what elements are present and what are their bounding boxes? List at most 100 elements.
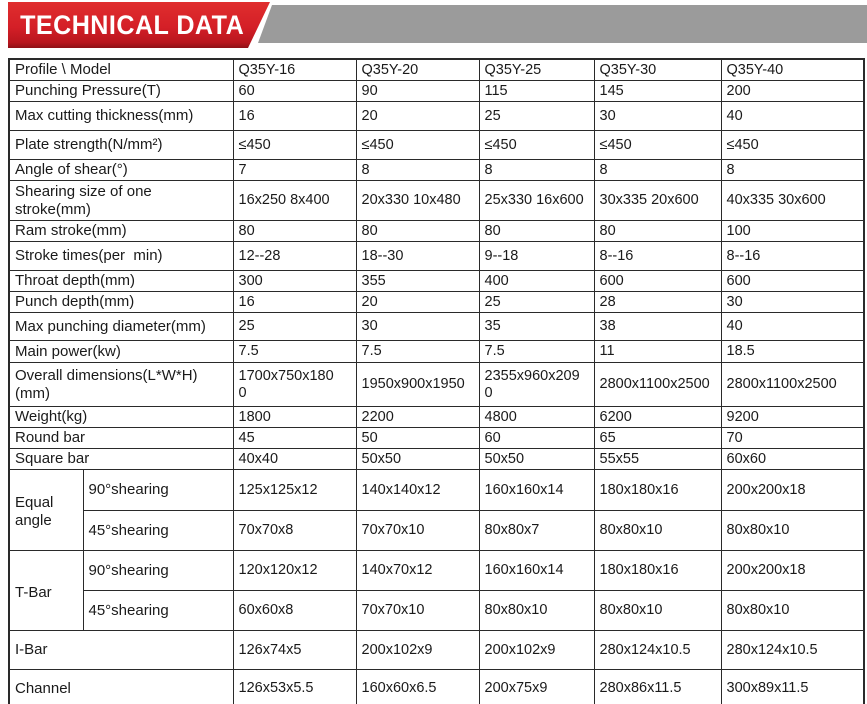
spec-cell: 200x200x18: [720, 550, 865, 591]
spec-cell: 140x70x12: [355, 550, 480, 591]
spec-cell: 45: [232, 427, 357, 449]
spec-cell: 80: [593, 220, 722, 242]
spec-cell: 4800: [478, 406, 595, 428]
spec-cell: 280x124x10.5: [593, 630, 722, 670]
row-label: Main power(kw): [8, 340, 234, 363]
spec-cell: 80x80x10: [720, 590, 865, 631]
spec-cell: 180x180x16: [593, 469, 722, 511]
spec-cell: 65: [593, 427, 722, 449]
spec-cell: 7: [232, 159, 357, 181]
spec-cell: 40x40: [232, 448, 357, 470]
spec-cell: Q35Y-16: [232, 58, 357, 81]
spec-cell: 2200: [355, 406, 480, 428]
spec-cell: 180x180x16: [593, 550, 722, 591]
spec-cell: 50x50: [355, 448, 480, 470]
spec-cell: 70: [720, 427, 865, 449]
row-label: Angle of shear(°): [8, 159, 234, 181]
spec-cell: 1700x750x180 0: [232, 362, 357, 407]
row-label: Plate strength(N/mm²): [8, 130, 234, 160]
spec-cell: 40x335 30x600: [720, 180, 865, 221]
spec-cell: 80: [232, 220, 357, 242]
row-label: Overall dimensions(L*W*H)(mm): [8, 362, 234, 407]
spec-cell: 25x330 16x600: [478, 180, 595, 221]
spec-cell: 300x89x11.5: [720, 669, 865, 704]
spec-cell: 400: [478, 270, 595, 292]
spec-cell: 100: [720, 220, 865, 242]
table-row: Punching Pressure(T) 60 90 115 145 200: [8, 80, 865, 102]
page-title: TECHNICAL DATA: [20, 9, 245, 40]
spec-cell: Q35Y-25: [478, 58, 595, 81]
row-label: Weight(kg): [8, 406, 234, 428]
spec-cell: Q35Y-30: [593, 58, 722, 81]
table-row: Equal angle 90°shearing 125x125x12 140x140x…: [8, 469, 865, 551]
table-row: Angle of shear(°) 7 8 8 8 8: [8, 159, 865, 181]
spec-cell: 28: [593, 291, 722, 313]
row-label: Punch depth(mm): [8, 291, 234, 313]
spec-cell: 160x60x6.5: [355, 669, 480, 704]
table-row: Max punching diameter(mm) 25 30 35 38 40: [8, 312, 865, 341]
table-row: Throat depth(mm) 300 355 400 600 600: [8, 270, 865, 292]
spec-cell: 25: [232, 312, 357, 341]
spec-cell: 16: [232, 101, 357, 131]
spec-cell: 38: [593, 312, 722, 341]
spec-cell: 9--18: [478, 241, 595, 271]
spec-cell: 7.5: [232, 340, 357, 363]
spec-cell: 18--30: [355, 241, 480, 271]
spec-cell: 8--16: [593, 241, 722, 271]
spec-cell: 80x80x10: [478, 590, 595, 631]
spec-cell: 120x120x12: [232, 550, 357, 591]
spec-cell: 80: [478, 220, 595, 242]
spec-cell: 30: [593, 101, 722, 131]
spec-cell: 200x75x9: [478, 669, 595, 704]
spec-cell: 60x60: [720, 448, 865, 470]
table-row: Channel 126x53x5.5 160x60x6.5 200x75x9 280x8…: [8, 669, 865, 704]
spec-cell: 11: [593, 340, 722, 363]
table-row: Overall dimensions(L*W*H)(mm) 1700x750x18…: [8, 362, 865, 407]
spec-cell: 60x60x8: [232, 590, 357, 631]
spec-cell: 40: [720, 101, 865, 131]
spec-cell: 8: [593, 159, 722, 181]
spec-cell: 60: [478, 427, 595, 449]
spec-cell: 20: [355, 291, 480, 313]
spec-cell: 30: [720, 291, 865, 313]
spec-cell: 160x160x14: [478, 469, 595, 511]
table-row: Square bar 40x40 50x50 50x50 55x55 60x60: [8, 448, 865, 470]
spec-cell: 126x74x5: [232, 630, 357, 670]
spec-cell: 280x124x10.5: [720, 630, 865, 670]
spec-cell: Q35Y-40: [720, 58, 865, 81]
spec-cell: 80: [355, 220, 480, 242]
spec-cell: 8: [355, 159, 480, 181]
spec-cell: 115: [478, 80, 595, 102]
spec-cell: 7.5: [478, 340, 595, 363]
spec-cell: 355: [355, 270, 480, 292]
table-row: T-Bar 90°shearing 120x120x12 140x70x12 160x1…: [8, 550, 865, 631]
spec-cell: 8: [720, 159, 865, 181]
table-row: Main power(kw) 7.5 7.5 7.5 11 18.5: [8, 340, 865, 363]
spec-cell: 600: [593, 270, 722, 292]
spec-cell: 60: [232, 80, 357, 102]
spec-cell: 2800x1100x2500: [720, 362, 865, 407]
row-label: Punching Pressure(T): [8, 80, 234, 102]
row-label: Ram stroke(mm): [8, 220, 234, 242]
spec-cell: 9200: [720, 406, 865, 428]
table-row: Shearing size of one stroke(mm) 16x250 8x…: [8, 180, 865, 221]
row-sub-label: 90°shearing: [82, 469, 234, 511]
row-label: I-Bar: [8, 630, 234, 670]
spec-cell: 70x70x10: [355, 590, 480, 631]
spec-cell: 50: [355, 427, 480, 449]
spec-cell: ≤450: [720, 130, 865, 160]
table-row: 45°shearing 60x60x8 70x70x10 80x80x10 80x80x…: [9, 590, 865, 631]
spec-cell: 1800: [232, 406, 357, 428]
spec-cell: 6200: [593, 406, 722, 428]
spec-cell: 25: [478, 101, 595, 131]
spec-cell: 1950x900x1950: [355, 362, 480, 407]
spec-cell: 70x70x10: [355, 510, 480, 551]
spec-cell: ≤450: [355, 130, 480, 160]
table-row: Profile \ Model Q35Y-16 Q35Y-20 Q35Y-25 Q35Y…: [8, 58, 865, 81]
row-group-label: T-Bar: [8, 550, 84, 631]
spec-cell: 80x80x7: [478, 510, 595, 551]
row-label: Round bar: [8, 427, 234, 449]
spec-cell: 200: [720, 80, 865, 102]
row-label: Max cutting thickness(mm): [8, 101, 234, 131]
row-sub-label: 90°shearing: [82, 550, 234, 591]
